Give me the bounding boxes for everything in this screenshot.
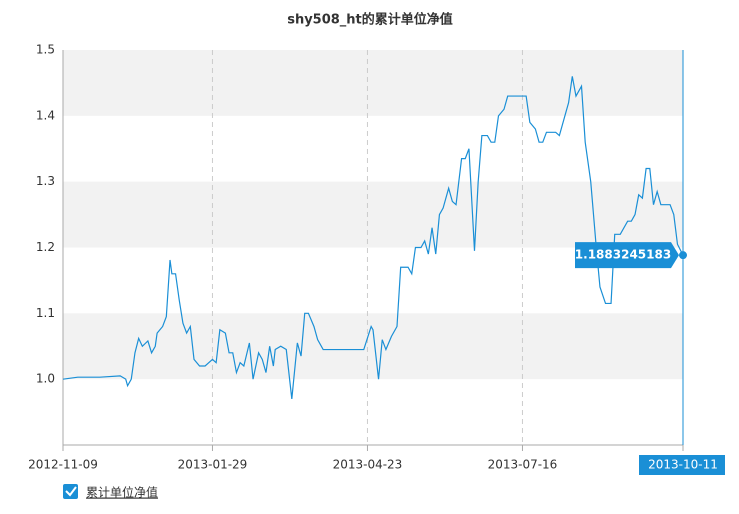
- chart-title: shy508_ht的累计单位净值: [287, 12, 453, 28]
- y-tick-label: 1.1: [36, 306, 55, 320]
- grid-band: [63, 181, 683, 248]
- y-tick-label: 1.4: [36, 108, 55, 122]
- x-tick-label: 2012-11-09: [28, 458, 98, 472]
- tooltip-box: [575, 242, 679, 269]
- grid-band: [63, 313, 683, 380]
- y-tick-label: 1.3: [36, 174, 55, 188]
- series-line: [62, 76, 684, 399]
- legend-checkbox[interactable]: [63, 484, 78, 499]
- x-tick-label: 2013-07-16: [488, 458, 558, 472]
- x-tick-label: 2013-04-23: [333, 458, 403, 472]
- crosshair-x-label-box: [639, 455, 725, 475]
- checkmark: [65, 486, 77, 497]
- x-tick-label: 2013-10-11: [648, 458, 718, 472]
- legend-label[interactable]: 累计单位净值: [86, 485, 158, 500]
- y-tick-label: 1.5: [36, 43, 55, 57]
- y-tick-label: 1.2: [36, 240, 55, 254]
- y-tick-label: 1.0: [36, 372, 55, 386]
- grid-band: [63, 50, 683, 116]
- tooltip-value: 1.1883245183: [575, 248, 671, 262]
- x-tick-label: 2013-01-29: [178, 458, 248, 472]
- hover-point: [679, 251, 687, 260]
